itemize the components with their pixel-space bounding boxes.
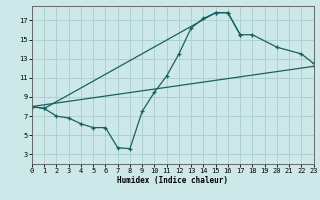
X-axis label: Humidex (Indice chaleur): Humidex (Indice chaleur): [117, 176, 228, 185]
